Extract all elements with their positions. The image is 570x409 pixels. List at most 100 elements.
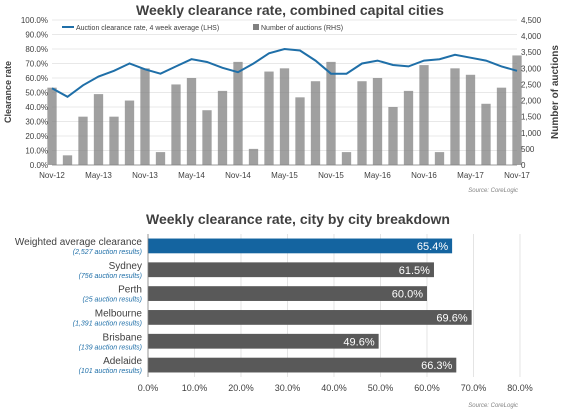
grid-lines — [147, 234, 521, 377]
legend-bar-label: Number of auctions (RHS) — [261, 25, 343, 32]
left-tick-label: 10.0% — [25, 147, 48, 156]
city-bar — [148, 310, 472, 325]
bar-value-label: 49.6% — [343, 336, 374, 348]
x-tick-label: 80.0% — [507, 383, 533, 393]
left-tick-label: 20.0% — [25, 132, 48, 141]
auction-bar — [279, 68, 290, 165]
category-sublabel: (2,527 auction results) — [73, 249, 142, 256]
city-bar — [148, 238, 453, 254]
x-tick-label: 50.0% — [368, 383, 394, 393]
city-bar — [148, 357, 457, 373]
x-tick-label: 70.0% — [461, 383, 487, 393]
left-tick-label: 90.0% — [25, 31, 48, 40]
left-tick-label: 80.0% — [25, 45, 48, 54]
x-tick-label: Nov-16 — [411, 171, 437, 180]
axes: 0.0% 10.0% 20.0% 30.0% 40.0% 50.0% 60.0% 70.0% 8… — [15, 234, 533, 393]
category-label: Adelaide — [103, 356, 142, 367]
right-tick-label: 0 — [521, 161, 526, 170]
auction-bar — [357, 81, 367, 165]
auction-bars — [47, 55, 522, 166]
auction-bar — [155, 152, 166, 165]
city-bar — [148, 262, 434, 278]
x-tick-label: 30.0% — [275, 383, 301, 393]
x-tick-label: 40.0% — [321, 383, 347, 393]
x-tick-label: May-16 — [364, 171, 391, 180]
bar-value-label: 65.4% — [417, 241, 448, 253]
left-tick-label: 50.0% — [25, 89, 48, 98]
axes: 0.0% 10.0% 20.0% 30.0% 40.0% 50.0% 60.0% 70.0% 8… — [21, 16, 542, 180]
auction-bar — [202, 110, 212, 165]
right-tick-label: 1,000 — [521, 129, 542, 138]
x-tick-label: May-17 — [457, 171, 484, 180]
auction-bar — [372, 78, 383, 165]
right-tick-label: 2,500 — [521, 80, 542, 89]
auction-bar — [124, 100, 135, 165]
category-label: Brisbane — [103, 332, 143, 343]
auction-bar — [450, 68, 460, 165]
x-tick-label: May-13 — [85, 171, 112, 180]
category-label: Melbourne — [95, 308, 143, 319]
right-tick-label: 500 — [521, 145, 535, 154]
category-label: Weighted average clearance — [15, 237, 143, 248]
x-tick-label: May-14 — [178, 171, 205, 180]
category-sublabel: (25 auction results) — [82, 297, 142, 304]
auction-bar — [93, 94, 104, 165]
auction-bar — [326, 61, 336, 166]
x-tick-label: Nov-14 — [225, 171, 251, 180]
bar-value-label: 61.5% — [399, 265, 430, 277]
left-tick-label: 40.0% — [25, 103, 48, 112]
left-tick-label: 0.0% — [30, 161, 48, 170]
city-breakdown-chart: Weekly clearance rate, city by city brea… — [15, 212, 533, 409]
combined-capital-cities-chart: Weekly clearance rate, combined capital … — [3, 2, 561, 194]
auction-bar — [140, 68, 150, 165]
category-label: Perth — [118, 285, 142, 296]
auction-bar — [481, 103, 491, 165]
bar-value-label: 66.3% — [421, 360, 452, 372]
auction-bar — [248, 148, 259, 165]
bar-value-label: 69.6% — [436, 312, 467, 324]
left-tick-label: 70.0% — [25, 60, 48, 69]
category-label: Sydney — [109, 261, 142, 272]
city-bars: 65.4% 61.5% 60.0% 69.6% 49.6% 66.3% — [148, 238, 472, 373]
right-tick-label: 3,500 — [521, 48, 542, 57]
x-tick-label: 0.0% — [138, 383, 159, 393]
right-tick-label: 3,000 — [521, 64, 542, 73]
x-tick-label: Nov-17 — [504, 171, 530, 180]
right-tick-label: 4,000 — [521, 32, 542, 41]
city-bar — [148, 333, 379, 349]
category-sublabel: (756 auction results) — [79, 273, 142, 280]
auction-bar — [403, 90, 414, 165]
clearance-rate-line — [51, 47, 518, 98]
x-tick-label: Nov-13 — [132, 171, 158, 180]
x-tick-label: May-15 — [271, 171, 298, 180]
x-tick-label: 60.0% — [414, 383, 440, 393]
auction-bar — [47, 87, 57, 165]
auction-bar — [465, 74, 476, 165]
auction-bar — [233, 61, 243, 166]
auction-bar — [171, 84, 181, 165]
auction-bar — [496, 87, 507, 165]
x-tick-label: 10.0% — [182, 383, 208, 393]
legend-line-label: Auction clearance rate, 4 week average (… — [76, 25, 219, 32]
auction-bar — [434, 152, 445, 165]
category-sublabel: (1,391 auction results) — [73, 320, 142, 327]
chart-title: Weekly clearance rate, city by city brea… — [146, 212, 450, 227]
left-tick-label: 100.0% — [21, 16, 48, 25]
right-tick-label: 2,000 — [521, 97, 542, 106]
auction-bar — [109, 116, 119, 165]
auction-bar — [264, 71, 274, 165]
source-note: Source: CoreLogic — [468, 188, 518, 194]
right-tick-label: 1,500 — [521, 113, 542, 122]
city-bar — [148, 286, 427, 301]
category-sublabel: (101 auction results) — [79, 368, 142, 375]
auction-bar — [78, 116, 88, 165]
auction-bar — [186, 78, 197, 165]
x-tick-label: Nov-15 — [318, 171, 344, 180]
auction-bar — [295, 97, 305, 165]
source-note: Source: CoreLogic — [468, 403, 518, 409]
auction-bar — [310, 81, 321, 165]
auction-bar — [62, 155, 73, 165]
auction-bar — [341, 152, 352, 165]
legend: Auction clearance rate, 4 week average (… — [62, 24, 343, 32]
category-sublabel: (139 auction results) — [79, 344, 142, 351]
